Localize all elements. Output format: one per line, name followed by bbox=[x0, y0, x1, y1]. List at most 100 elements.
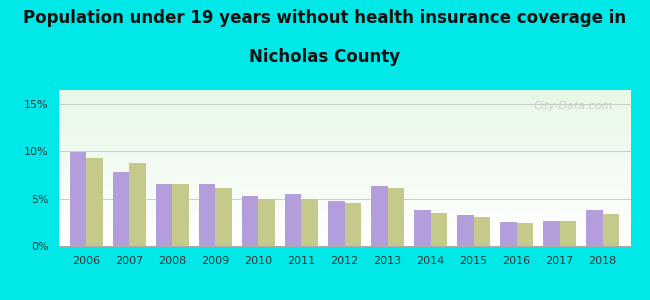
Bar bbox=[58, 112, 630, 113]
Bar bbox=[58, 114, 630, 115]
Bar bbox=[543, 221, 560, 246]
Bar bbox=[58, 245, 630, 246]
Bar bbox=[216, 188, 232, 246]
Bar bbox=[58, 176, 630, 177]
Bar bbox=[58, 210, 630, 211]
Bar bbox=[58, 93, 630, 94]
Bar bbox=[58, 226, 630, 227]
Bar bbox=[58, 136, 630, 137]
Bar bbox=[58, 234, 630, 235]
Bar bbox=[58, 98, 630, 99]
Bar bbox=[58, 202, 630, 203]
Bar bbox=[58, 215, 630, 216]
Bar bbox=[70, 152, 86, 246]
Bar bbox=[113, 172, 129, 246]
Bar bbox=[344, 202, 361, 246]
Bar bbox=[58, 200, 630, 201]
Bar bbox=[58, 185, 630, 186]
Bar bbox=[58, 219, 630, 220]
Bar bbox=[58, 142, 630, 143]
Bar bbox=[86, 158, 103, 246]
Bar bbox=[58, 101, 630, 102]
Bar bbox=[58, 140, 630, 141]
Bar bbox=[58, 242, 630, 243]
Bar bbox=[259, 199, 275, 246]
Bar bbox=[58, 225, 630, 226]
Bar bbox=[58, 244, 630, 245]
Bar bbox=[58, 170, 630, 171]
Bar bbox=[156, 184, 172, 246]
Bar bbox=[58, 211, 630, 212]
Bar bbox=[58, 103, 630, 104]
Bar bbox=[58, 236, 630, 237]
Bar bbox=[58, 129, 630, 130]
Bar bbox=[58, 182, 630, 183]
Bar bbox=[58, 195, 630, 196]
Bar bbox=[58, 228, 630, 229]
Bar bbox=[58, 160, 630, 161]
Bar bbox=[58, 177, 630, 178]
Bar bbox=[58, 107, 630, 108]
Bar bbox=[58, 205, 630, 206]
Bar bbox=[199, 184, 216, 246]
Bar bbox=[58, 111, 630, 112]
Bar bbox=[58, 222, 630, 223]
Bar bbox=[58, 194, 630, 195]
Bar bbox=[58, 165, 630, 166]
Bar bbox=[58, 145, 630, 146]
Bar bbox=[58, 171, 630, 172]
Bar bbox=[58, 113, 630, 114]
Bar bbox=[58, 208, 630, 209]
Bar bbox=[58, 139, 630, 140]
Bar bbox=[58, 99, 630, 100]
Bar bbox=[58, 181, 630, 182]
Bar bbox=[58, 141, 630, 142]
Bar bbox=[586, 210, 603, 246]
Bar bbox=[58, 178, 630, 179]
Bar bbox=[58, 115, 630, 116]
Bar bbox=[58, 217, 630, 218]
Bar bbox=[58, 214, 630, 215]
Bar bbox=[58, 156, 630, 157]
Bar bbox=[58, 109, 630, 110]
Bar bbox=[58, 94, 630, 95]
Bar bbox=[517, 223, 533, 246]
Bar bbox=[58, 180, 630, 181]
Bar bbox=[58, 163, 630, 164]
Bar bbox=[58, 116, 630, 117]
Bar bbox=[58, 102, 630, 103]
Bar bbox=[58, 152, 630, 153]
Bar bbox=[58, 168, 630, 169]
Bar bbox=[58, 223, 630, 224]
Bar bbox=[58, 212, 630, 213]
Bar bbox=[58, 137, 630, 138]
Bar bbox=[58, 124, 630, 125]
Bar bbox=[58, 108, 630, 109]
Bar bbox=[58, 191, 630, 192]
Bar bbox=[58, 230, 630, 231]
Bar bbox=[242, 196, 259, 246]
Bar bbox=[58, 198, 630, 199]
Bar bbox=[58, 201, 630, 202]
Bar bbox=[58, 186, 630, 187]
Bar bbox=[58, 117, 630, 118]
Bar bbox=[58, 151, 630, 152]
Bar bbox=[58, 190, 630, 191]
Bar bbox=[58, 135, 630, 136]
Bar bbox=[58, 125, 630, 126]
Bar bbox=[58, 199, 630, 200]
Bar bbox=[58, 224, 630, 225]
Bar bbox=[58, 173, 630, 174]
Bar bbox=[58, 154, 630, 155]
Bar bbox=[58, 92, 630, 93]
Bar bbox=[58, 166, 630, 167]
Bar bbox=[58, 97, 630, 98]
Bar bbox=[58, 188, 630, 189]
Bar bbox=[58, 221, 630, 222]
Bar bbox=[603, 214, 619, 246]
Bar bbox=[58, 187, 630, 188]
Bar bbox=[58, 184, 630, 185]
Bar bbox=[58, 209, 630, 210]
Bar bbox=[58, 183, 630, 184]
Bar bbox=[58, 110, 630, 111]
